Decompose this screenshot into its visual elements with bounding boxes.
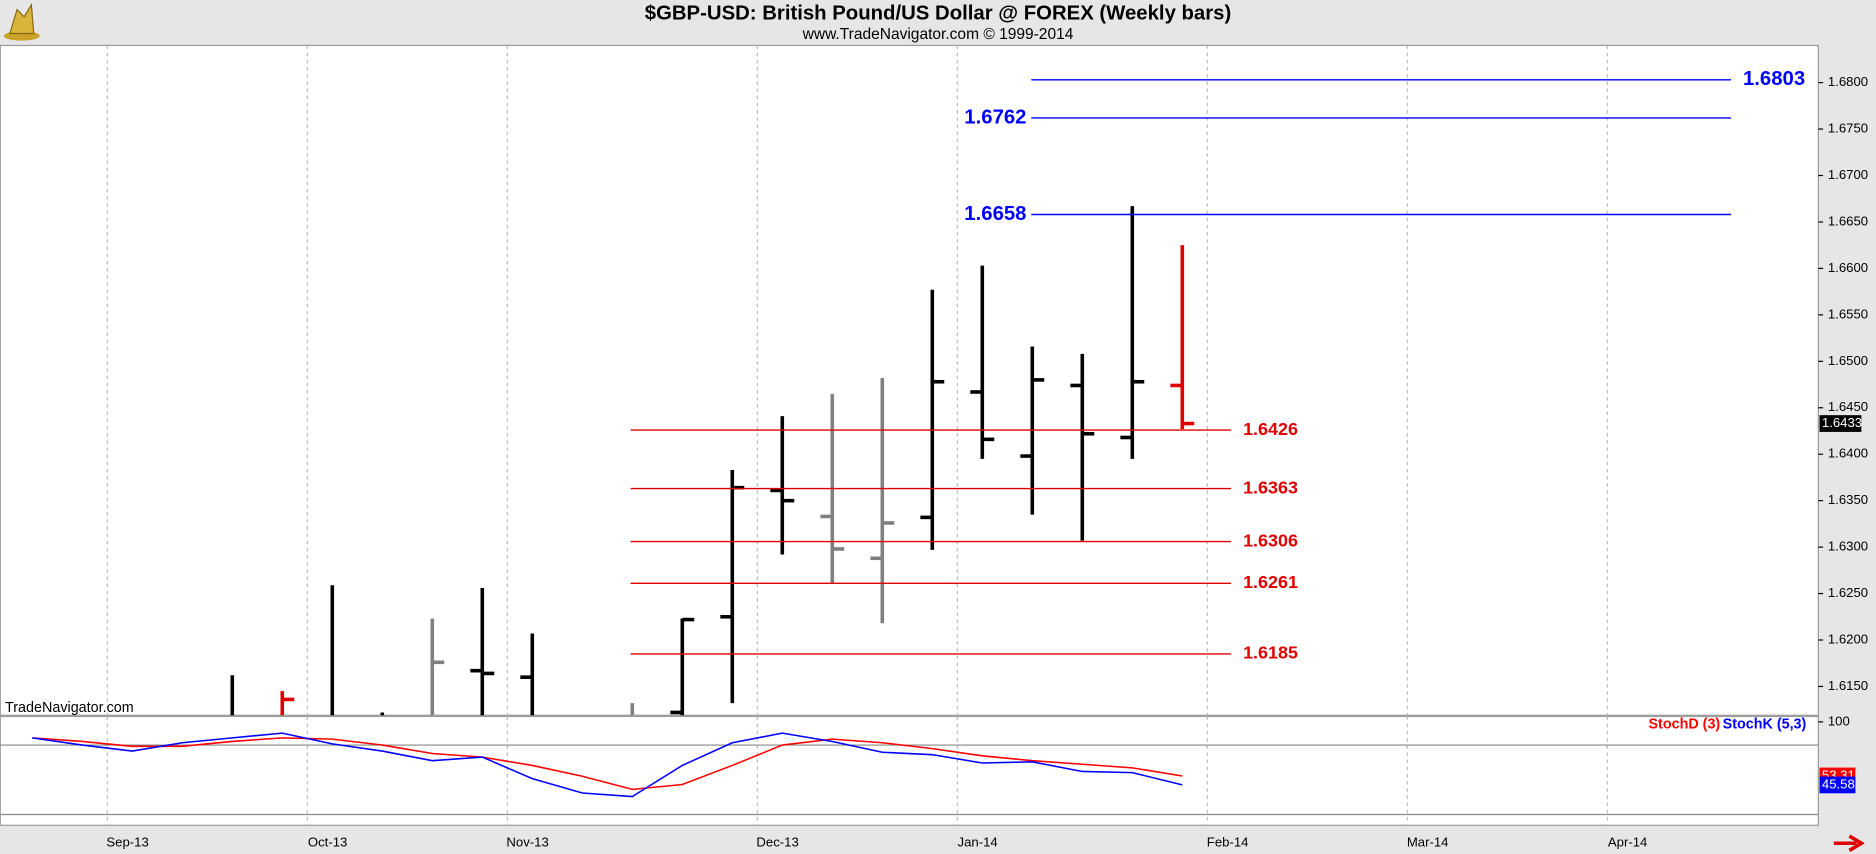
last-value-box [1819,776,1856,794]
x-tick-label: Oct-13 [308,835,347,850]
last-value-label: 45.58 [1822,776,1855,791]
logo [3,2,40,41]
support-label: 1.6261 [1243,572,1298,592]
last-price-label: 1.6433 [1822,415,1862,430]
y-tick-label: 1.6700 [1828,167,1868,182]
legend-entry: StochK (5,3) [1723,717,1807,733]
y-tick-label: 1.6200 [1828,631,1868,646]
support-label: 1.6185 [1243,643,1298,663]
y-tick-label: 1.6550 [1828,306,1868,321]
stoch-panel [0,715,1819,826]
scroll-arrow[interactable] [1833,834,1865,852]
price-panel [0,44,1819,716]
y-tick-label: 1.6600 [1828,260,1868,275]
y-tick-label: 1.6400 [1828,446,1868,461]
resistance-label: 1.6762 [964,106,1026,128]
resistance-label: 1.6658 [964,203,1026,225]
stoch-line [32,737,1183,791]
x-tick-label: Sep-13 [106,835,148,850]
stoch-line [32,732,1183,798]
x-tick-label: Jan-14 [958,835,998,850]
support-label: 1.6426 [1243,419,1298,439]
y-tick-label: 1.6300 [1828,539,1868,554]
y-tick-label: 1.6450 [1828,399,1868,414]
y-tick-label: 1.6150 [1828,678,1868,693]
x-tick-label: Feb-14 [1207,835,1249,850]
y-tick-label: 1.6750 [1828,121,1868,136]
x-tick-label: Dec-13 [756,835,798,850]
watermark: TradeNavigator.com [5,700,134,716]
x-tick-label: Nov-13 [506,835,548,850]
y-tick-label: 1.6350 [1828,492,1868,507]
support-label: 1.6306 [1243,530,1298,550]
y-tick-label: 1.6650 [1828,213,1868,228]
y-tick-label: 1.6250 [1828,585,1868,600]
chart-subtitle: www.TradeNavigator.com © 1999-2014 [802,26,1074,43]
legend-entry: StochD (3) [1648,717,1720,733]
support-label: 1.6363 [1243,477,1298,497]
y-tick-label: 100 [1828,713,1850,728]
y-tick-label: 1.6500 [1828,353,1868,368]
x-tick-label: Apr-14 [1608,835,1647,850]
last-price-box [1819,415,1862,432]
y-tick-label: 1.6800 [1828,74,1868,89]
x-tick-label: Mar-14 [1407,835,1449,850]
chart-title: $GBP-USD: British Pound/US Dollar @ FORE… [645,3,1231,25]
resistance-label: 1.6803 [1743,68,1805,90]
